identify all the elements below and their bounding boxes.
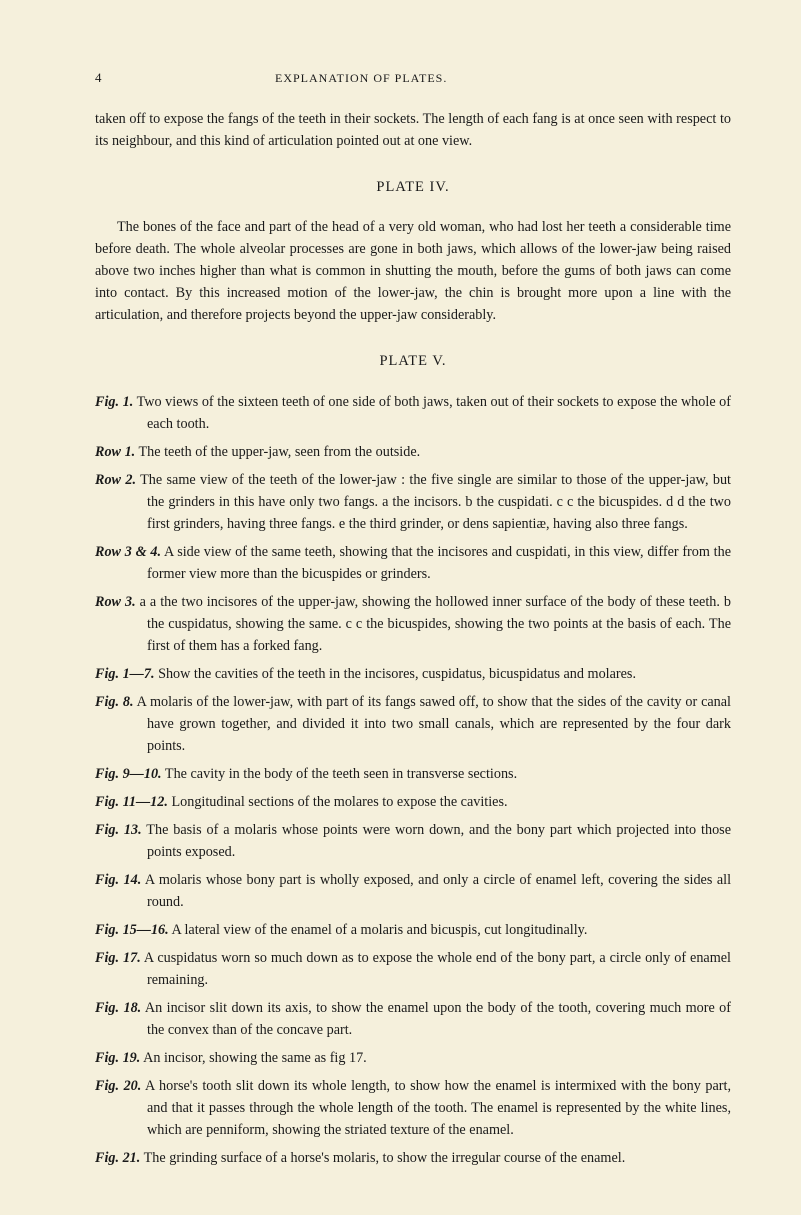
page-container: 4 EXPLANATION OF PLATES. taken off to ex… — [0, 0, 801, 1215]
entry-text: The grinding surface of a horse's molari… — [140, 1150, 625, 1166]
plate-5-heading: PLATE V. — [95, 350, 731, 372]
plate-5-entry: Fig. 21. The grinding surface of a horse… — [95, 1147, 731, 1169]
entry-label: Row 3. — [95, 594, 136, 610]
entry-label: Fig. 21. — [95, 1150, 140, 1166]
body-text: taken off to expose the fangs of the tee… — [95, 108, 731, 1169]
plate-4-body: The bones of the face and part of the he… — [95, 216, 731, 326]
entry-text: An incisor, showing the same as fig 17. — [140, 1050, 366, 1066]
plate-5-entry: Fig. 13. The basis of a molaris whose po… — [95, 819, 731, 863]
plate-5-entry: Row 1. The teeth of the upper-jaw, seen … — [95, 441, 731, 463]
entry-label: Fig. 14. — [95, 872, 141, 888]
entry-label: Fig. 13. — [95, 822, 142, 838]
entry-text: a a the two incisores of the upper-jaw, … — [136, 594, 731, 654]
entry-text: Longitudinal sections of the molares to … — [168, 794, 508, 810]
plate-5-entry: Fig. 9—10. The cavity in the body of the… — [95, 763, 731, 785]
running-title: EXPLANATION OF PLATES. — [275, 71, 447, 86]
entry-text: A horse's tooth slit down its whole leng… — [141, 1078, 731, 1138]
page-header: 4 EXPLANATION OF PLATES. — [95, 70, 731, 86]
entry-text: The basis of a molaris whose points were… — [142, 822, 731, 860]
page-number: 4 — [95, 70, 275, 86]
entry-label: Fig. 18. — [95, 1000, 141, 1016]
plate-5-entry: Row 3. a a the two incisores of the uppe… — [95, 591, 731, 657]
entry-text: A cuspidatus worn so much down as to exp… — [141, 950, 731, 988]
plate-5-entry: Fig. 14. A molaris whose bony part is wh… — [95, 869, 731, 913]
entry-text: The cavity in the body of the teeth seen… — [162, 766, 518, 782]
plate-5-entry: Fig. 8. A molaris of the lower-jaw, with… — [95, 691, 731, 757]
plate-5-entries: Fig. 1. Two views of the sixteen teeth o… — [95, 391, 731, 1169]
entry-text: A lateral view of the enamel of a molari… — [169, 922, 588, 938]
entry-label: Fig. 1. — [95, 394, 133, 410]
entry-label: Fig. 1—7. — [95, 666, 155, 682]
entry-text: An incisor slit down its axis, to show t… — [141, 1000, 731, 1038]
entry-label: Row 2. — [95, 472, 136, 488]
plate-5-entry: Fig. 17. A cuspidatus worn so much down … — [95, 947, 731, 991]
entry-text: The same view of the teeth of the lower-… — [136, 472, 731, 532]
entry-text: A molaris whose bony part is wholly expo… — [141, 872, 731, 910]
entry-text: The teeth of the upper-jaw, seen from th… — [135, 444, 420, 460]
entry-label: Fig. 19. — [95, 1050, 140, 1066]
entry-text: Two views of the sixteen teeth of one si… — [133, 394, 731, 432]
entry-label: Row 3 & 4. — [95, 544, 161, 560]
plate-5-entry: Row 3 & 4. A side view of the same teeth… — [95, 541, 731, 585]
plate-4-heading: PLATE IV. — [95, 176, 731, 198]
plate-5-entry: Fig. 18. An incisor slit down its axis, … — [95, 997, 731, 1041]
entry-label: Fig. 11—12. — [95, 794, 168, 810]
entry-label: Fig. 8. — [95, 694, 134, 710]
entry-label: Fig. 15—16. — [95, 922, 169, 938]
entry-text: A side view of the same teeth, showing t… — [147, 544, 731, 582]
entry-label: Fig. 20. — [95, 1078, 141, 1094]
entry-text: A molaris of the lower-jaw, with part of… — [134, 694, 731, 754]
plate-5-entry: Fig. 1—7. Show the cavities of the teeth… — [95, 663, 731, 685]
plate-5-entry: Fig. 1. Two views of the sixteen teeth o… — [95, 391, 731, 435]
entry-label: Fig. 17. — [95, 950, 141, 966]
plate-5-entry: Fig. 11—12. Longitudinal sections of the… — [95, 791, 731, 813]
entry-label: Fig. 9—10. — [95, 766, 162, 782]
entry-label: Row 1. — [95, 444, 135, 460]
plate-5-entry: Fig. 20. A horse's tooth slit down its w… — [95, 1075, 731, 1141]
plate-5-entry: Fig. 15—16. A lateral view of the enamel… — [95, 919, 731, 941]
continuation-paragraph: taken off to expose the fangs of the tee… — [95, 108, 731, 152]
entry-text: Show the cavities of the teeth in the in… — [155, 666, 636, 682]
plate-5-entry: Row 2. The same view of the teeth of the… — [95, 469, 731, 535]
plate-5-entry: Fig. 19. An incisor, showing the same as… — [95, 1047, 731, 1069]
